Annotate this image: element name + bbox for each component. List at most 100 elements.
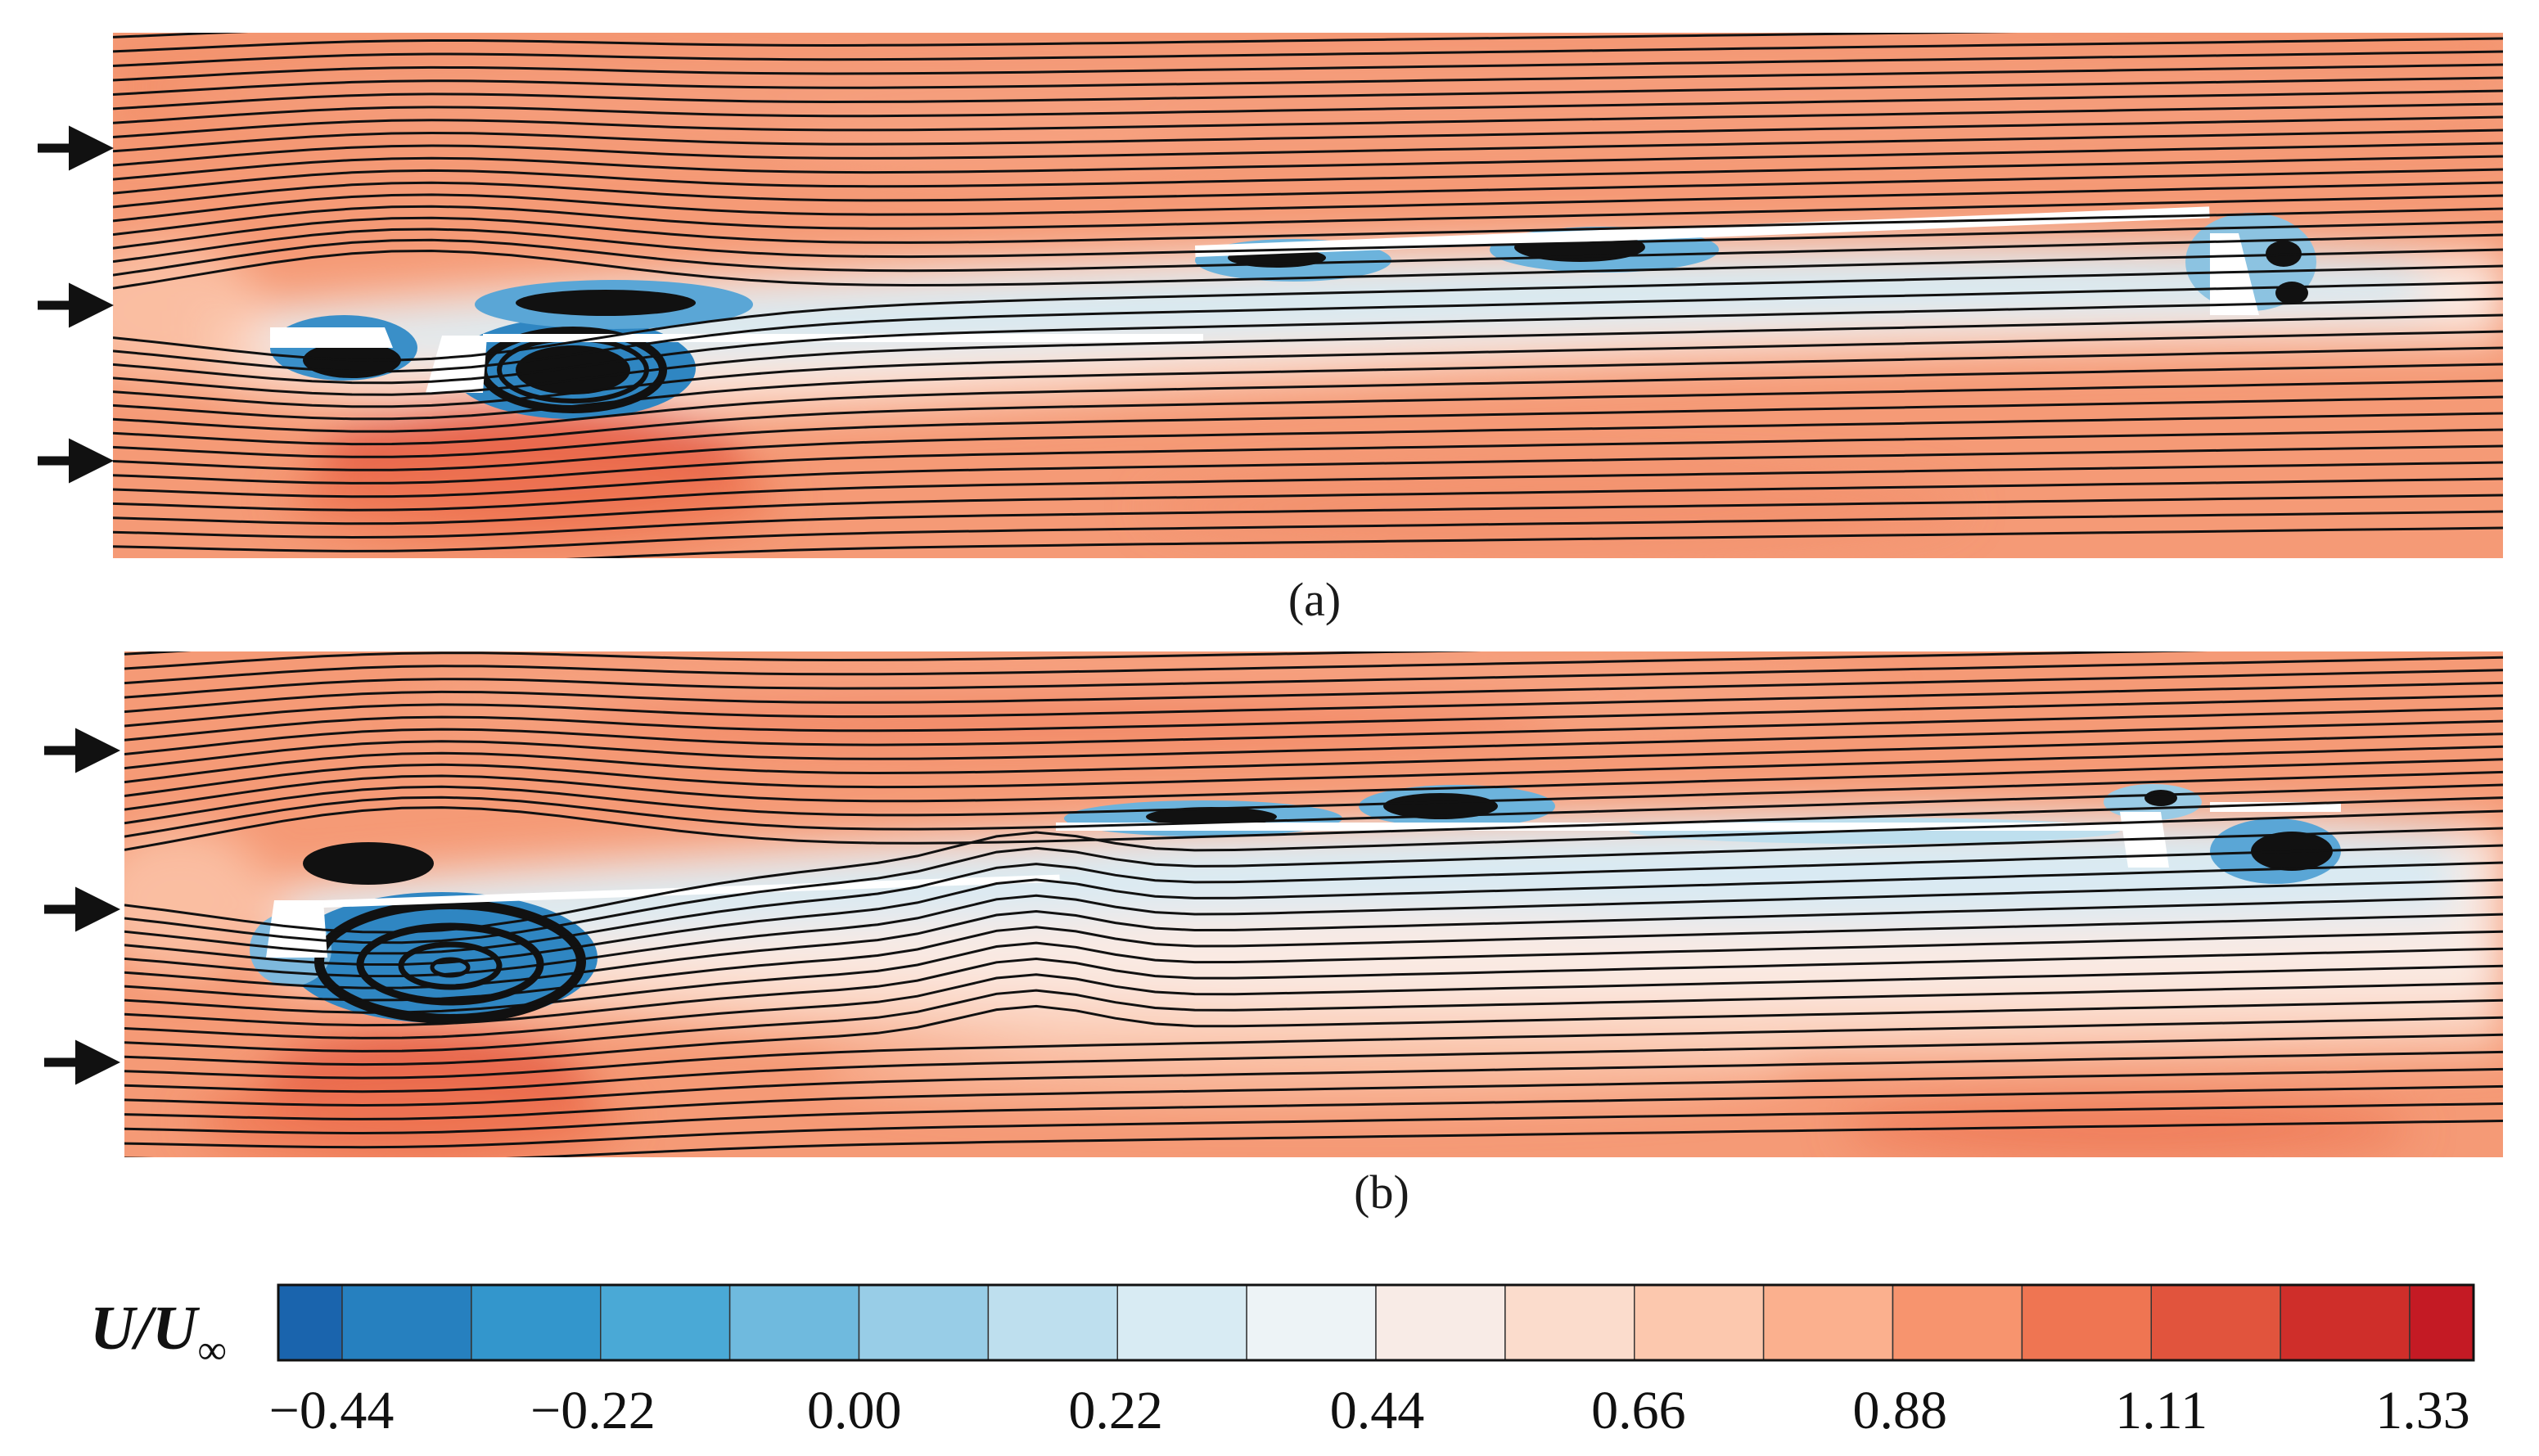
streamline [124, 770, 2503, 825]
colorbar-swatches [277, 1284, 2474, 1361]
streamline [113, 363, 2503, 433]
streamline [113, 444, 2503, 498]
streamline [124, 1033, 2503, 1093]
streamline [124, 1102, 2503, 1149]
streamline [124, 1067, 2503, 1120]
colorbar-swatch [471, 1284, 602, 1361]
streamline [124, 930, 2503, 1014]
streamline [113, 194, 2503, 237]
streamline [124, 669, 2503, 714]
panel-a-streamlines [113, 33, 2503, 558]
streamline [113, 37, 2503, 67]
colorbar-title-sub: ∞ [197, 1327, 227, 1373]
colorbar-swatch [858, 1284, 990, 1361]
colorbar-swatch [2280, 1284, 2410, 1361]
streamline [124, 998, 2503, 1066]
streamline [113, 233, 2503, 277]
streamline [113, 181, 2503, 223]
streamline [124, 758, 2503, 811]
colorbar-title: U/U∞ [90, 1294, 227, 1373]
streamline [124, 913, 2503, 1002]
streamline [124, 796, 2503, 851]
streamline [124, 827, 2503, 944]
panel-b-streamlines [124, 651, 2503, 1157]
colorbar-swatch [1892, 1284, 2023, 1361]
streamline [124, 1050, 2503, 1107]
streamline [565, 526, 2503, 558]
colorbar-tick-label: −0.22 [530, 1381, 656, 1440]
streamline [124, 656, 2503, 699]
streamline [113, 346, 2503, 421]
colorbar-tick-label: 0.66 [1591, 1381, 1686, 1440]
streamline [113, 248, 2503, 290]
streamline [113, 33, 2018, 53]
streamline [124, 1016, 2503, 1080]
colorbar-swatch [1116, 1284, 1247, 1361]
streamline [124, 1084, 2503, 1135]
streamline [113, 76, 2503, 110]
streamline [113, 395, 2503, 458]
streamline [113, 168, 2503, 209]
streamline [113, 155, 2503, 195]
streamline [113, 220, 2503, 264]
colorbar-tick-label: 0.88 [1853, 1381, 1948, 1440]
streamline [124, 651, 1481, 670]
colorbar-tick-label: 0.22 [1068, 1381, 1163, 1440]
streamline [113, 50, 2503, 82]
panel-a: (a) [38, 33, 2503, 626]
colorbar-tick-label: −0.44 [269, 1381, 395, 1440]
panel-b: (b) [44, 651, 2503, 1219]
streamline [113, 63, 2503, 96]
panel-a-inflow-arrows [38, 125, 114, 484]
streamline [124, 719, 2503, 770]
colorbar-swatch [728, 1284, 860, 1361]
colorbar-title-main: U/U [90, 1294, 201, 1363]
colorbar-swatch [277, 1284, 343, 1361]
streamline [113, 102, 2503, 138]
colorbar-swatch [2150, 1284, 2281, 1361]
streamline [113, 281, 2503, 373]
streamline [113, 297, 2503, 385]
streamline [113, 510, 2503, 552]
colorbar-tick-label: 1.33 [2375, 1381, 2470, 1440]
panel-b-label: (b) [1354, 1165, 1409, 1219]
streamline [113, 313, 2503, 396]
streamline [124, 878, 2503, 978]
panel-a-label: (a) [1288, 573, 1341, 626]
colorbar-swatch [1375, 1284, 1506, 1361]
streamline [113, 477, 2503, 525]
colorbar-swatch [987, 1284, 1118, 1361]
colorbar-swatch [341, 1284, 472, 1361]
colorbar-swatch [2021, 1284, 2152, 1361]
streamline [124, 694, 2503, 742]
colorbar-swatch [1634, 1284, 1765, 1361]
streamline [124, 1120, 2503, 1157]
streamline [124, 947, 2503, 1027]
streamline [124, 681, 2503, 728]
streamline [124, 707, 2503, 755]
streamline [113, 379, 2503, 446]
colorbar-swatch [600, 1284, 731, 1361]
streamline [124, 844, 2503, 955]
streamline [124, 964, 2503, 1039]
colorbar-swatch [1246, 1284, 1377, 1361]
colorbar-tick-label: 0.44 [1330, 1381, 1425, 1440]
streamline [124, 783, 2503, 838]
colorbar-swatch [1504, 1284, 1635, 1361]
streamline [113, 115, 2503, 153]
streamline [124, 809, 2503, 934]
streamline [113, 428, 2503, 485]
streamline [113, 494, 2503, 539]
streamline [124, 895, 2503, 989]
streamline [124, 745, 2503, 797]
colorbar-tick-label: 1.11 [2115, 1381, 2208, 1440]
streamline [113, 128, 2503, 167]
streamline [113, 89, 2503, 124]
colorbar-swatch [2409, 1284, 2474, 1361]
streamline [113, 330, 2503, 408]
streamline [113, 142, 2503, 181]
streamline [124, 861, 2503, 967]
colorbar-tick-label: 0.00 [807, 1381, 902, 1440]
colorbar-tick-labels: −0.44 −0.22 0.00 0.22 0.44 0.66 0.88 1.11 1.33 [269, 1381, 2470, 1440]
